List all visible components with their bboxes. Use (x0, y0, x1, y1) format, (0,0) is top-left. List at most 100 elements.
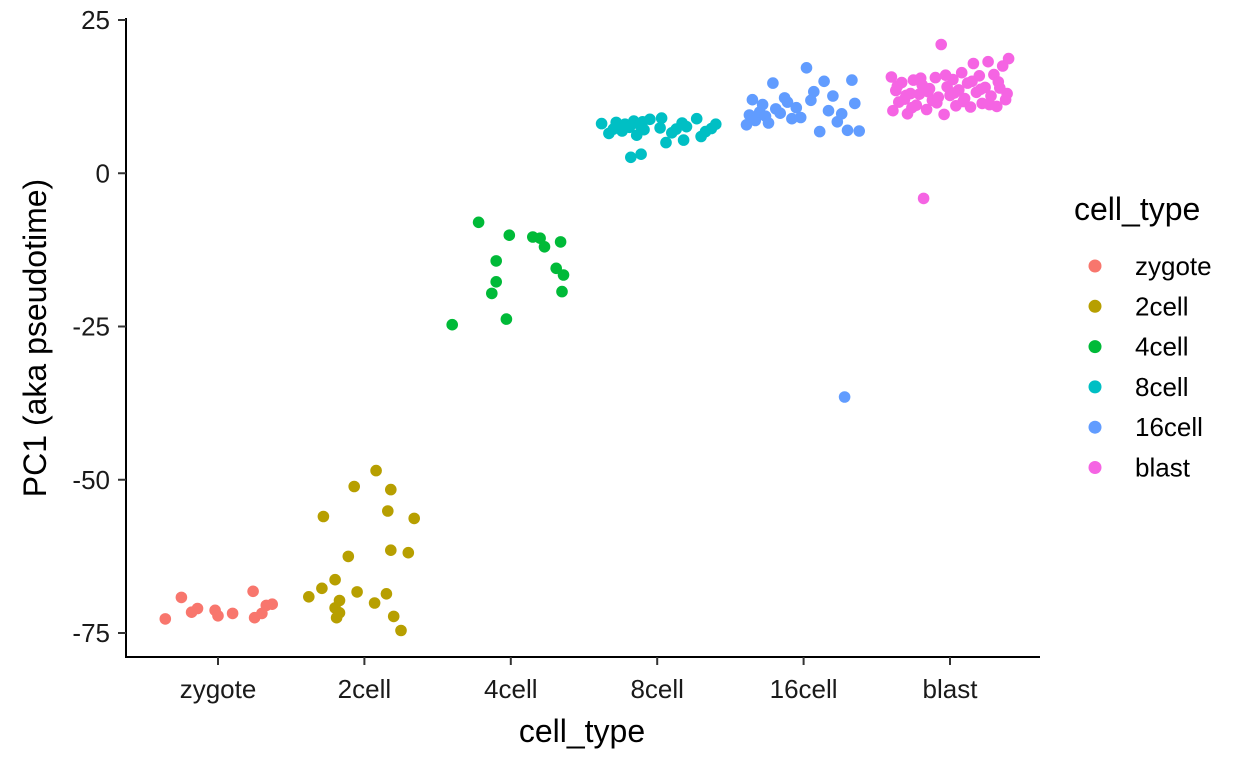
legend-key-zygote (1088, 259, 1102, 273)
point-16cell (818, 75, 830, 88)
point-blast (938, 108, 950, 121)
point-4cell (534, 232, 546, 244)
point-8cell (635, 148, 647, 160)
x-axis-ticks: zygote 2cell 4cell 8cell 16cell blast (180, 657, 979, 704)
point-zygote (226, 607, 239, 620)
y-axis-title: PC1 (aka pseudotime) (17, 179, 53, 497)
point-4cell (550, 262, 562, 275)
point-16cell (756, 98, 769, 111)
point-4cell (446, 318, 459, 331)
x-axis-title: cell_type (519, 713, 645, 749)
point-2cell (329, 573, 341, 586)
point-16cell (746, 93, 759, 106)
point-2cell (395, 624, 407, 637)
point-blast (1002, 52, 1015, 65)
point-16cell (827, 90, 839, 102)
point-blast (992, 76, 1005, 88)
point-16cell (790, 101, 803, 114)
point-16cell (767, 77, 779, 89)
y-axis-ticks: 25 0 -25 -50 -75 (72, 5, 126, 648)
point-blast (939, 69, 952, 81)
point-blast (885, 71, 898, 83)
point-4cell (554, 236, 567, 248)
legend-label-4cell: 4cell (1135, 332, 1188, 362)
point-blast (966, 75, 978, 88)
point-8cell (595, 117, 608, 130)
point-blast (948, 87, 961, 99)
point-8cell (690, 112, 703, 125)
point-16cell (841, 124, 854, 137)
legend-label-8cell: 8cell (1135, 372, 1188, 402)
x-tick-label-8cell: 8cell (630, 674, 683, 704)
x-tick-label-2cell: 2cell (338, 674, 391, 704)
legend-entries: zygote 2cell 4cell 8cell 16cell blast (1088, 251, 1212, 483)
x-tick-label-zygote: zygote (180, 674, 257, 704)
point-blast (931, 97, 943, 109)
point-blast (922, 85, 934, 98)
point-8cell (710, 118, 722, 130)
point-2cell (333, 594, 346, 607)
point-blast (914, 72, 927, 84)
point-8cell (654, 122, 666, 134)
point-2cell (385, 483, 397, 496)
point-blast (887, 104, 899, 117)
y-tick-label: -25 (72, 312, 110, 342)
legend-key-blast (1088, 461, 1102, 474)
legend-key-2cell (1088, 299, 1102, 313)
point-4cell (486, 287, 498, 300)
legend-key-4cell (1088, 340, 1102, 354)
point-zygote (191, 602, 204, 615)
points-layer (159, 38, 1015, 637)
point-2cell (351, 586, 363, 598)
point-blast (920, 103, 933, 116)
point-blast (935, 38, 947, 51)
point-2cell (370, 464, 382, 477)
point-4cell (538, 241, 551, 253)
point-4cell (503, 229, 516, 241)
legend-label-2cell: 2cell (1135, 291, 1188, 321)
y-tick-label: 25 (81, 5, 110, 35)
point-4cell (556, 285, 568, 298)
point-8cell (644, 113, 656, 126)
point-zygote (266, 598, 279, 610)
legend-key-16cell (1088, 420, 1102, 434)
point-16cell (808, 85, 820, 98)
point-16cell (786, 112, 798, 125)
point-2cell (408, 512, 421, 525)
point-16cell (846, 74, 858, 86)
point-8cell (655, 112, 668, 124)
point-8cell (638, 123, 650, 136)
point-blast (982, 55, 994, 68)
y-tick-label: -75 (72, 618, 110, 648)
legend-title: cell_type (1074, 191, 1200, 227)
point-4cell (557, 269, 570, 281)
point-8cell (677, 134, 690, 146)
point-blast (1001, 87, 1013, 100)
point-8cell (625, 151, 637, 164)
point-blast (974, 83, 987, 96)
point-2cell (368, 597, 381, 609)
point-8cell (680, 120, 693, 133)
point-2cell (402, 546, 415, 559)
y-tick-label: -50 (72, 465, 110, 495)
point-16cell (849, 97, 861, 110)
x-tick-label-4cell: 4cell (484, 674, 537, 704)
point-zygote (212, 610, 224, 622)
x-tick-label-blast: blast (923, 674, 979, 704)
point-blast (983, 98, 996, 111)
legend: cell_type zygote 2cell 4cell 8cell 16cell bla… (1074, 191, 1212, 483)
x-tick-label-16cell: 16cell (770, 674, 838, 704)
point-blast (900, 89, 912, 102)
point-blast (957, 95, 969, 108)
point-16cell (853, 125, 865, 137)
point-2cell (382, 505, 394, 517)
point-blast (906, 101, 918, 114)
point-2cell (342, 550, 355, 563)
point-blast (929, 71, 942, 84)
y-tick-label: 0 (96, 158, 110, 188)
point-2cell (348, 480, 361, 493)
point-4cell (490, 255, 503, 267)
plot-area: 25 0 -25 -50 -75 zygote 2cell 4cell 8cell 16cell… (72, 5, 1040, 704)
point-16cell (781, 96, 794, 108)
